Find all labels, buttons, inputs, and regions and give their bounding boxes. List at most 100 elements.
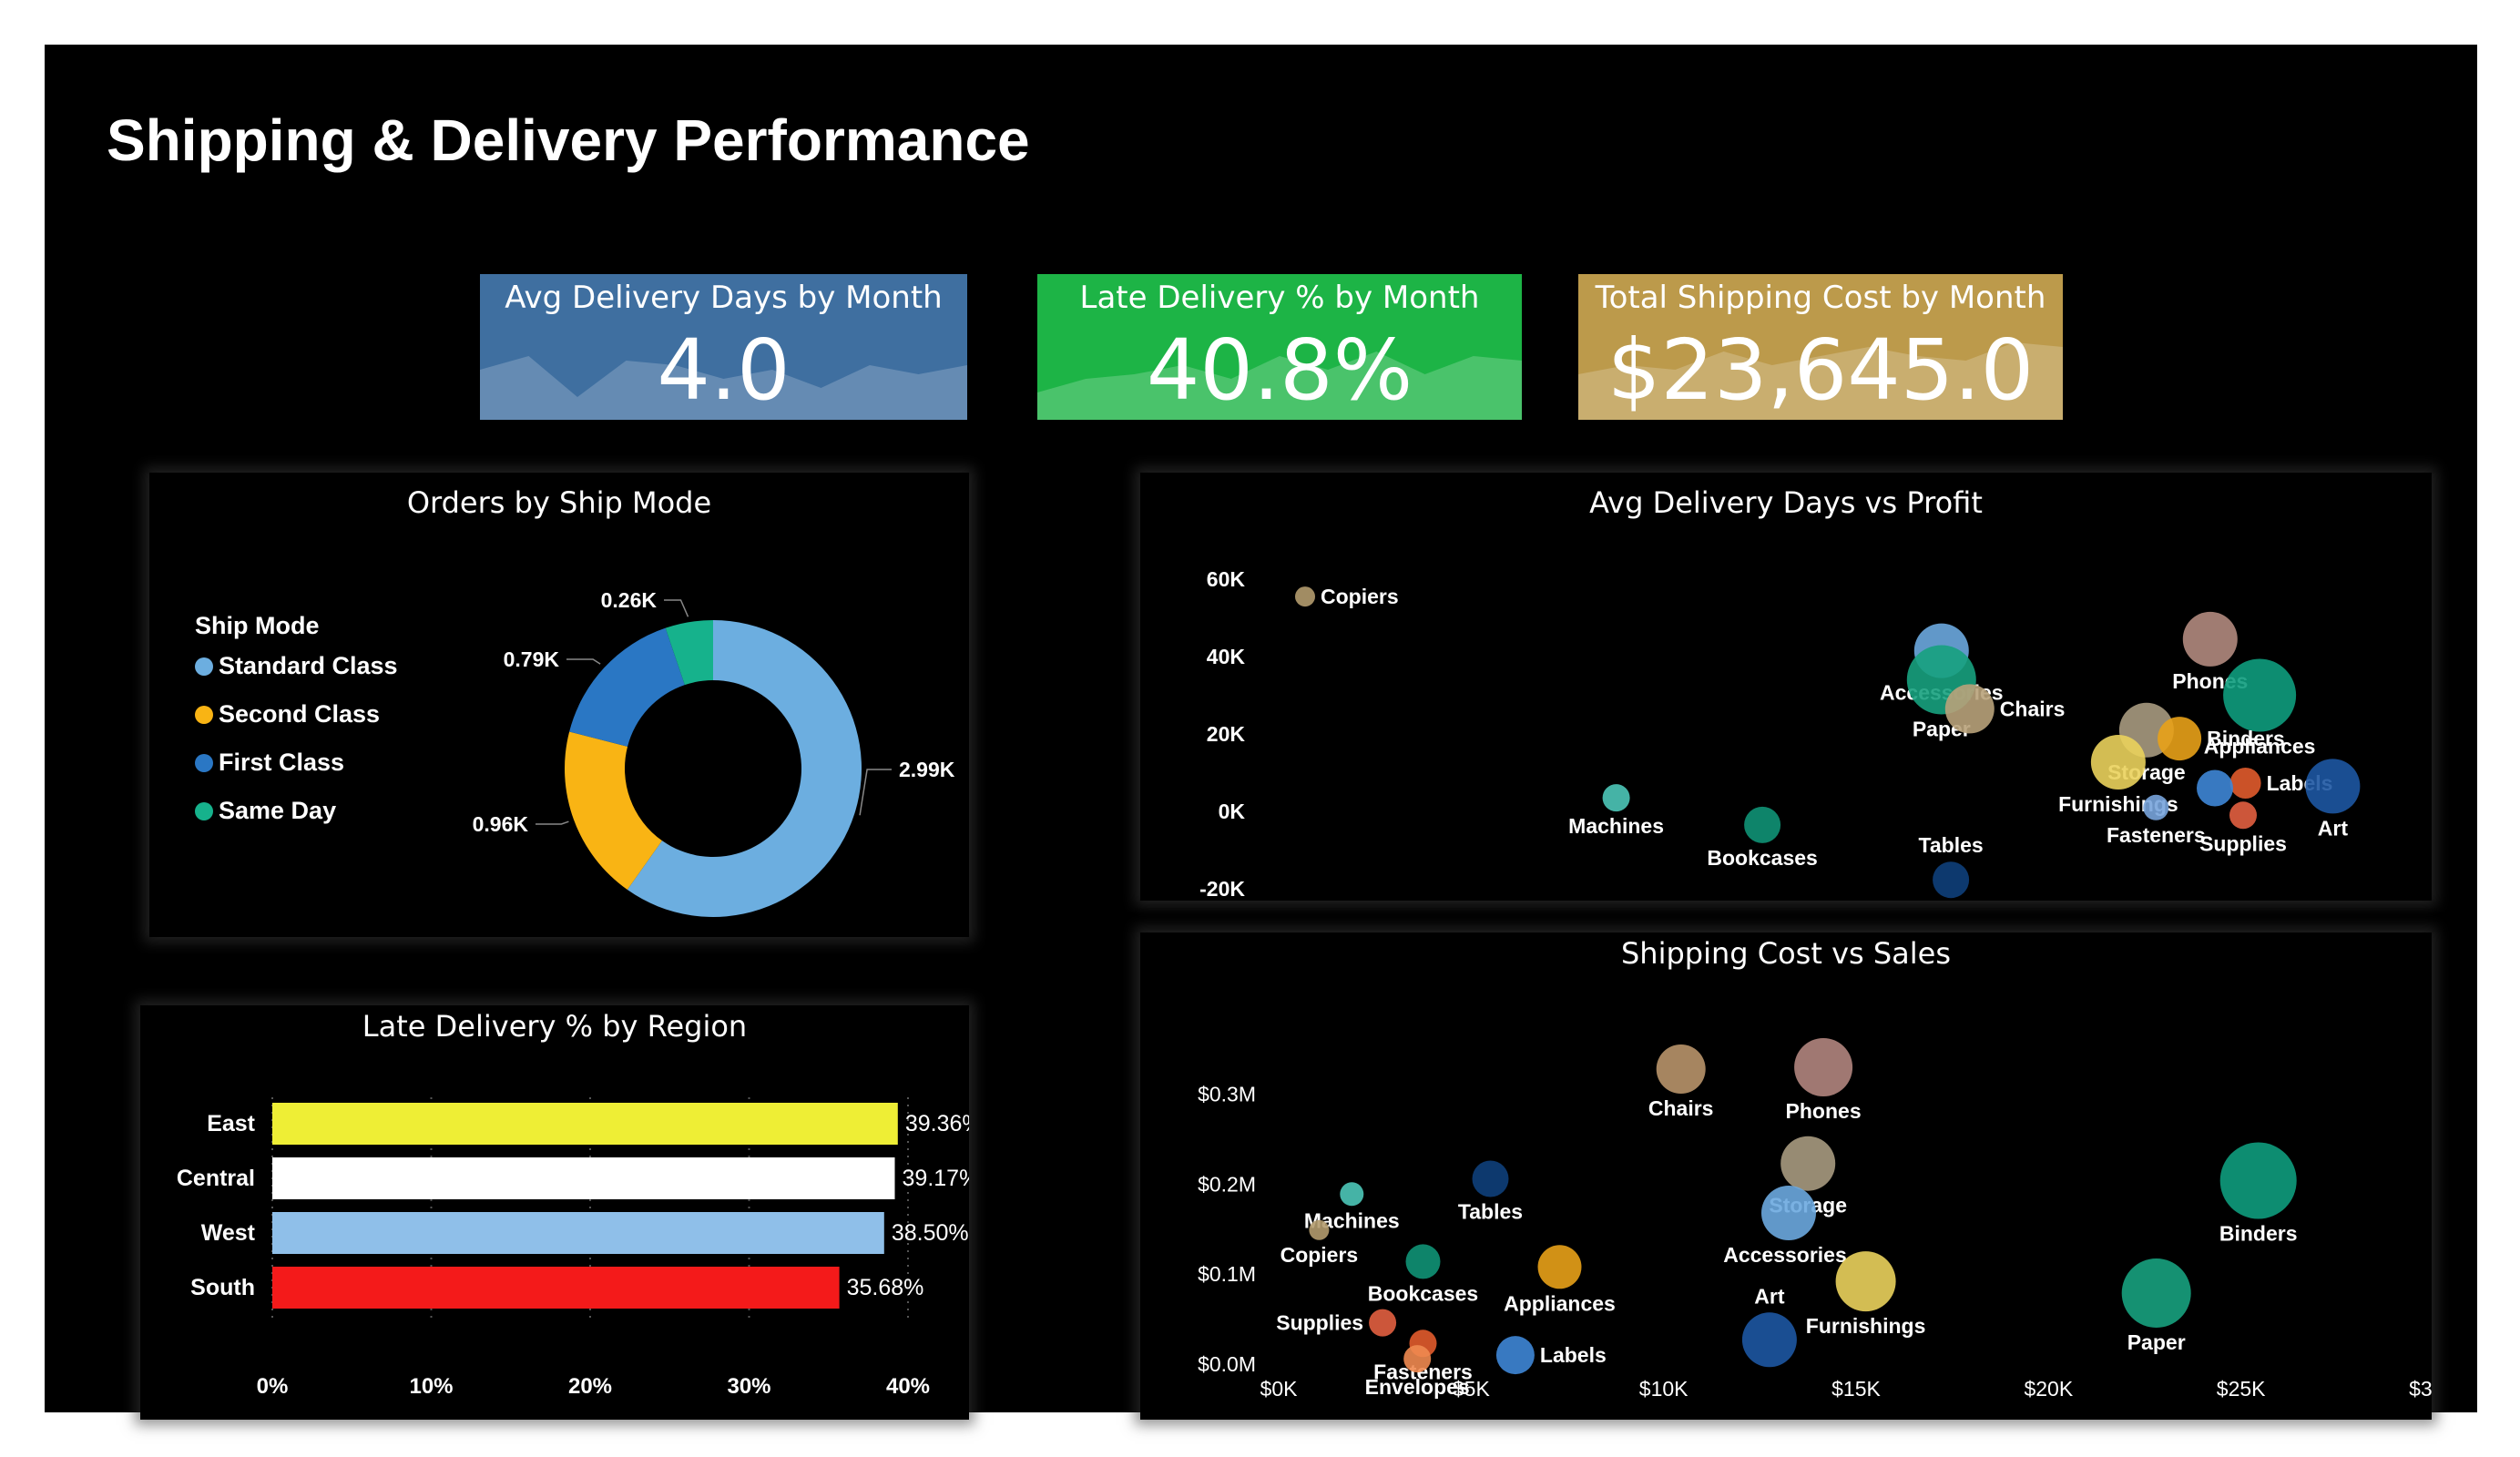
scatter-point bbox=[1602, 784, 1630, 812]
point-label: Bookcases bbox=[1368, 1281, 1478, 1305]
point-label: Binders bbox=[2207, 727, 2285, 750]
donut-chart: 2.99K 0.96K 0.79K 0.26K bbox=[473, 588, 955, 917]
y-tick-label: 20K bbox=[1207, 722, 1246, 746]
point-label: Accessories bbox=[1723, 1243, 1847, 1267]
category-label: Central bbox=[177, 1166, 255, 1191]
data-label: 35.68% bbox=[847, 1275, 924, 1300]
y-tick-label: $0.3M bbox=[1198, 1083, 1256, 1106]
avg-delivery-days-vs-profit-panel: Avg Delivery Days vs Profit 3.63.73.83.9… bbox=[1140, 473, 2432, 901]
leader-line bbox=[566, 658, 601, 665]
kpi-sparkline bbox=[480, 356, 967, 420]
y-tick-label: 60K bbox=[1207, 567, 1246, 591]
sparkline-area bbox=[480, 356, 967, 420]
kpi-card-late-delivery-pct: Late Delivery % by Month 40.8% bbox=[1037, 274, 1522, 420]
legend-item[interactable]: Standard Class bbox=[195, 652, 398, 680]
x-tick-label: $30K bbox=[2409, 1377, 2432, 1401]
point-label: Tables bbox=[1919, 833, 1984, 857]
x-tick-label: $10K bbox=[1639, 1377, 1689, 1401]
point-label: Art bbox=[2318, 816, 2349, 840]
kpi-value: 4.0 bbox=[657, 321, 791, 419]
category-label: East bbox=[207, 1111, 255, 1136]
donut-slice bbox=[569, 627, 685, 747]
point-label: Binders bbox=[2219, 1222, 2298, 1246]
scatter-point bbox=[1537, 1245, 1582, 1289]
point-label: Fasteners bbox=[2107, 823, 2206, 847]
point-label: Bookcases bbox=[1707, 846, 1817, 870]
dashboard-canvas: Shipping & Delivery Performance Avg Deli… bbox=[45, 45, 2477, 1420]
point-label: Paper bbox=[2127, 1330, 2186, 1354]
legend-item[interactable]: First Class bbox=[195, 749, 344, 777]
bar bbox=[272, 1157, 895, 1199]
bar bbox=[272, 1212, 884, 1254]
legend-title: Ship Mode bbox=[195, 612, 320, 639]
scatter-point bbox=[1495, 1336, 1535, 1375]
scatter-point bbox=[1403, 1345, 1432, 1373]
slice-label: 0.26K bbox=[601, 588, 658, 612]
x-tick-label: $25K bbox=[2217, 1377, 2266, 1401]
kpi-sparkline bbox=[1578, 342, 2063, 420]
y-tick-label: $0.2M bbox=[1198, 1172, 1256, 1196]
point-label: Furnishings bbox=[1806, 1314, 1926, 1338]
point-label: Appliances bbox=[1504, 1291, 1616, 1315]
bar bbox=[272, 1267, 840, 1309]
point-label: Tables bbox=[1458, 1200, 1523, 1224]
scatter-point bbox=[1780, 1136, 1836, 1191]
scatter-point bbox=[1295, 586, 1315, 607]
slice-label: 0.96K bbox=[473, 812, 529, 836]
legend-item[interactable]: Same Day bbox=[195, 797, 336, 825]
x-tick-label: $0K bbox=[1260, 1377, 1299, 1401]
orders-by-ship-mode-panel: Orders by Ship Mode Ship Mode Standard C… bbox=[149, 473, 969, 937]
bar-chart: 0% 10% 20% 30% 40% East 39.36% Central 39.17% Wes… bbox=[177, 1097, 969, 1399]
x-tick-label: $15K bbox=[1831, 1377, 1881, 1401]
legend-item[interactable]: Second Class bbox=[195, 700, 380, 728]
y-tick-label: -20K bbox=[1199, 877, 1245, 901]
point-label: Phones bbox=[1786, 1099, 1862, 1123]
point-label: Art bbox=[1754, 1284, 1785, 1308]
y-tick-label: $0.1M bbox=[1198, 1262, 1256, 1286]
scatter-point bbox=[2090, 735, 2146, 790]
slice-label: 0.79K bbox=[504, 647, 560, 671]
x-tick-label: 20% bbox=[568, 1374, 612, 1399]
scatter-point bbox=[2182, 611, 2238, 667]
point-label: Envelopes bbox=[1365, 1375, 1470, 1399]
chart-title: Late Delivery % by Region bbox=[362, 1009, 748, 1044]
scatter-point bbox=[1405, 1244, 1441, 1279]
scatter-point bbox=[2158, 717, 2202, 761]
y-tick-label: 40K bbox=[1207, 645, 1246, 668]
scatter-point bbox=[1744, 806, 1781, 843]
point-label: Copiers bbox=[1321, 585, 1399, 608]
kpi-value: 40.8% bbox=[1146, 321, 1413, 419]
legend-marker bbox=[195, 801, 213, 820]
scatter-point bbox=[1472, 1160, 1509, 1197]
sparkline-area bbox=[1578, 342, 2063, 420]
kpi-card-avg-delivery-days: Avg Delivery Days by Month 4.0 bbox=[480, 274, 967, 420]
legend-label: Second Class bbox=[219, 700, 381, 728]
leader-line bbox=[664, 599, 689, 617]
point-label: Chairs bbox=[2000, 697, 2066, 720]
donut-slice bbox=[564, 731, 662, 891]
x-tick-label: 0% bbox=[257, 1374, 289, 1399]
data-label: 39.36% bbox=[905, 1111, 969, 1136]
scatter-point bbox=[1340, 1182, 1364, 1207]
kpi-title: Late Delivery % by Month bbox=[1079, 280, 1480, 316]
leader-line bbox=[859, 769, 892, 816]
scatter-point bbox=[1656, 1044, 1706, 1094]
x-tick-label: 10% bbox=[409, 1374, 453, 1399]
donut-slice bbox=[665, 620, 713, 686]
point-label: Machines bbox=[1568, 814, 1664, 838]
scatter-point bbox=[1794, 1038, 1853, 1096]
scatter-point bbox=[2219, 1142, 2297, 1219]
sparkline-area bbox=[1037, 352, 1522, 420]
data-label: 39.17% bbox=[903, 1166, 969, 1191]
y-tick-label: 0K bbox=[1219, 800, 1246, 823]
bar bbox=[272, 1103, 898, 1145]
legend-label: Same Day bbox=[219, 797, 337, 824]
kpi-value: $23,645.0 bbox=[1607, 321, 2035, 419]
late-delivery-by-region-panel: Late Delivery % by Region 0% 10% 20% 30% 40%… bbox=[140, 1005, 969, 1420]
category-label: West bbox=[201, 1220, 256, 1246]
scatter-point bbox=[1309, 1219, 1330, 1240]
scatter-point bbox=[2229, 768, 2261, 799]
kpi-title: Total Shipping Cost by Month bbox=[1595, 280, 2046, 316]
kpi-sparkline bbox=[1037, 352, 1522, 420]
donut-slice bbox=[627, 620, 862, 917]
